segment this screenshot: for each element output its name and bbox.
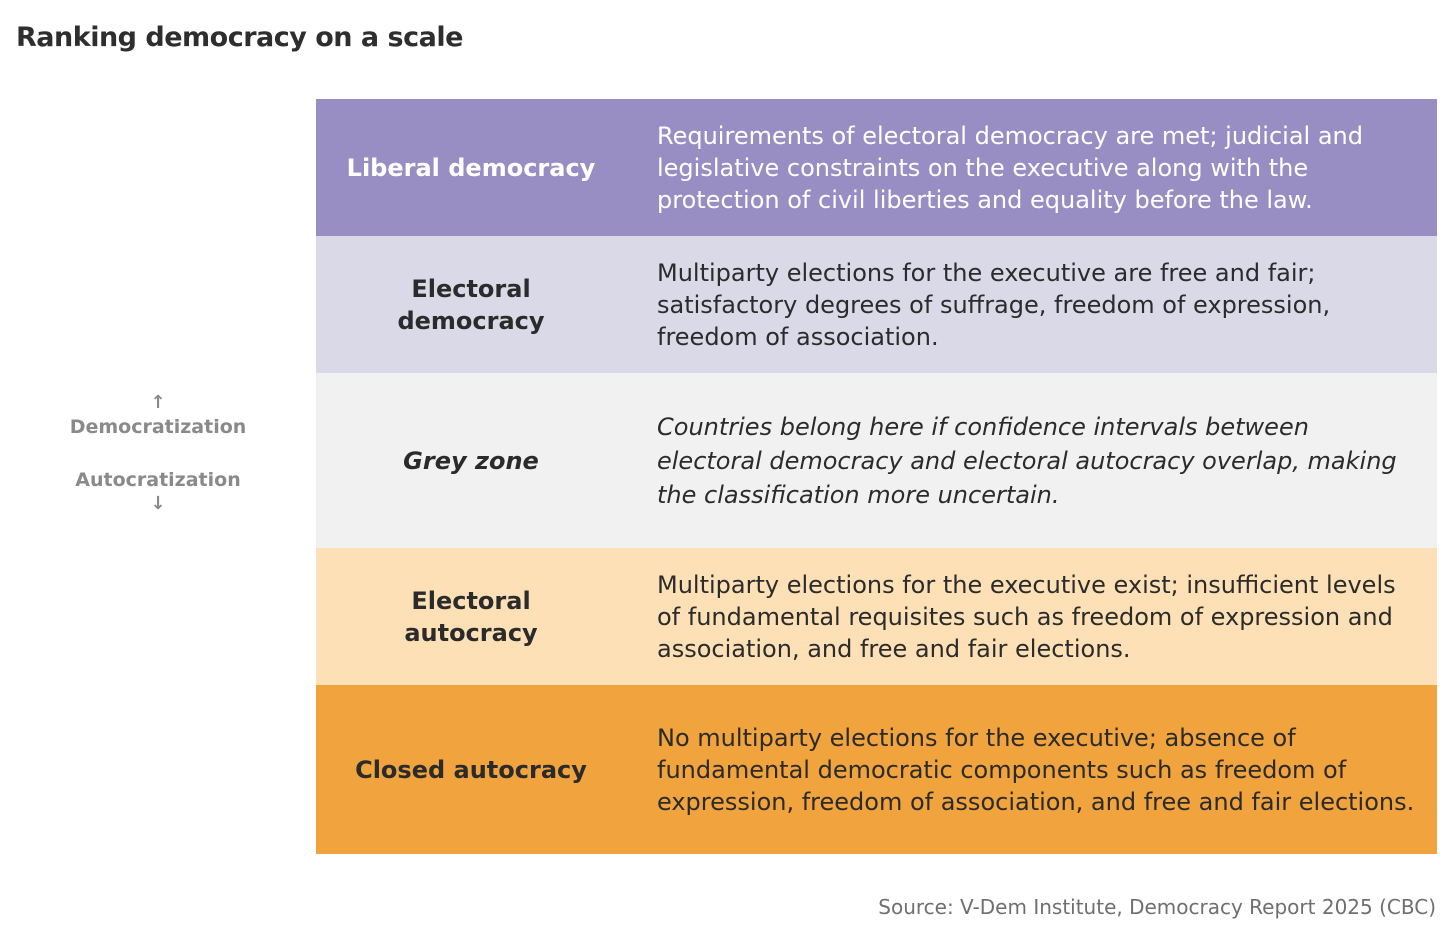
category-description: Multiparty elections for the executive e… (657, 570, 1396, 663)
row-closed-autocracy: Closed autocracy No multiparty elections… (316, 685, 1437, 854)
category-description: No multiparty elections for the executiv… (657, 723, 1415, 816)
autocratization-label: Autocratization (75, 469, 241, 491)
category-description: Multiparty elections for the executive a… (657, 258, 1331, 351)
row-grey-zone: Grey zone Countries belong here if confi… (316, 373, 1437, 548)
row-liberal-democracy: Liberal democracy Requirements of electo… (316, 99, 1437, 236)
category-description: Requirements of electoral democracy are … (657, 121, 1363, 214)
category-description: Countries belong here if confidence inte… (657, 412, 1397, 509)
category-label: Closed autocracy (355, 755, 587, 784)
source-note: Source: V-Dem Institute, Democracy Repor… (878, 895, 1436, 919)
chart-title: Ranking democracy on a scale (16, 22, 463, 53)
row-electoral-autocracy: Electoral autocracy Multiparty elections… (316, 548, 1437, 685)
democratization-label: Democratization (69, 416, 247, 438)
down-arrow-icon: ↓ (150, 493, 166, 514)
category-label: Electoral autocracy (404, 586, 538, 647)
regime-scale-table: Liberal democracy Requirements of electo… (316, 99, 1437, 854)
up-arrow-icon: ↑ (150, 392, 166, 413)
row-electoral-democracy: Electoral democracy Multiparty elections… (316, 236, 1437, 373)
category-label: Electoral democracy (397, 274, 545, 335)
direction-axis: ↑ Democratization Autocratization ↓ (58, 392, 258, 515)
category-label: Liberal democracy (346, 153, 596, 182)
category-label: Grey zone (403, 446, 539, 475)
